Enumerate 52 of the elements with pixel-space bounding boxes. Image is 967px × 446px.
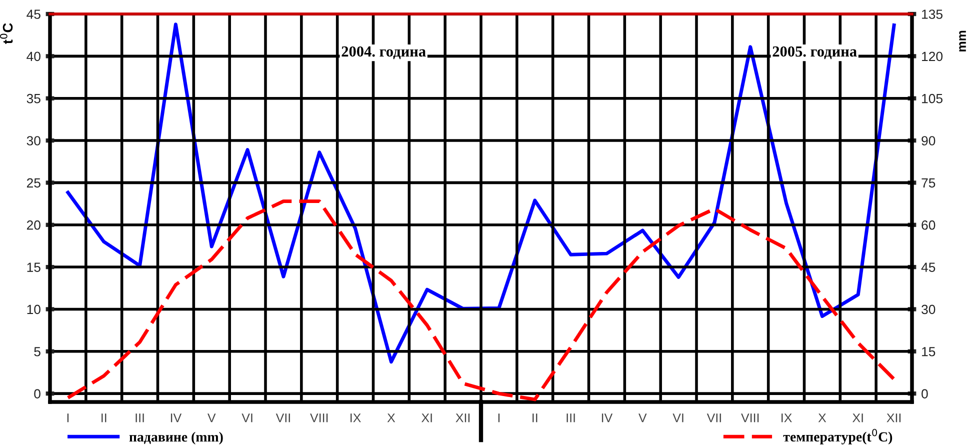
x-tick-label: VI: [242, 414, 252, 422]
y2-tick-label: 90: [922, 136, 936, 146]
y2-tick-label: 105: [922, 94, 942, 104]
y-tick-label: 0: [34, 389, 40, 398]
y-tick-label: 10: [27, 304, 40, 314]
y-tick-label: 40: [26, 52, 40, 62]
y-axis-title: t$^{0}$C: [0, 23, 13, 44]
y-tick-label: 15: [27, 262, 40, 272]
x-tick-label: VIII: [741, 414, 759, 422]
x-tick-label: IV: [602, 414, 613, 422]
x-tick-label: I: [67, 414, 69, 422]
x-tick-label: XII: [886, 414, 901, 422]
x-tick-label: IX: [782, 414, 792, 422]
line-series: [66, 22, 896, 364]
y-tick-label: 35: [26, 94, 40, 104]
line-series: [66, 200, 896, 402]
x-tick-label: VIII: [310, 414, 328, 422]
x-tick-label: II: [102, 414, 106, 422]
x-tick-label: IV: [170, 414, 182, 422]
x-tick-label: IX: [350, 414, 361, 422]
annotation: 2005. година: [772, 46, 857, 60]
x-tick-label: III: [566, 414, 575, 422]
x-tick-label: VII: [706, 414, 721, 422]
x-tick-label: XII: [456, 414, 470, 422]
x-tick-label: X: [387, 414, 396, 422]
x-tick-label: V: [208, 414, 216, 422]
x-tick-label: X: [818, 414, 826, 422]
x-tick-label: V: [638, 414, 647, 422]
x-tick-label: XI: [852, 414, 863, 422]
y-tick-label: 20: [26, 220, 40, 230]
x-tick-label: I: [498, 414, 500, 422]
y2-tick-label: 0: [922, 389, 928, 398]
y2-tick-label: 30: [922, 304, 936, 314]
x-tick-label: II: [532, 414, 538, 422]
y2-axis-title: mm: [959, 30, 966, 52]
x-tick-label: VII: [276, 414, 290, 422]
x-tick-label: III: [136, 414, 144, 422]
y2-tick-label: 60: [922, 220, 936, 230]
y2-tick-label: 120: [922, 52, 943, 62]
y-tick-label: 25: [26, 178, 40, 188]
y2-tick-label: 15: [922, 347, 936, 356]
y-tick-label: 30: [26, 136, 40, 146]
y-tick-label: 45: [26, 10, 40, 19]
y2-tick-label: 135: [922, 10, 942, 19]
x-tick-label: VI: [672, 414, 684, 422]
y2-tick-label: 75: [922, 178, 936, 188]
annotation: 2004. година: [342, 46, 426, 60]
y-tick-label: 5: [34, 347, 40, 356]
legend-label: температуре(t$^{0}$C): [783, 428, 892, 444]
legend-label: падавине (mm): [129, 432, 223, 444]
x-tick-label: XI: [422, 414, 432, 422]
y2-tick-label: 45: [921, 262, 936, 272]
